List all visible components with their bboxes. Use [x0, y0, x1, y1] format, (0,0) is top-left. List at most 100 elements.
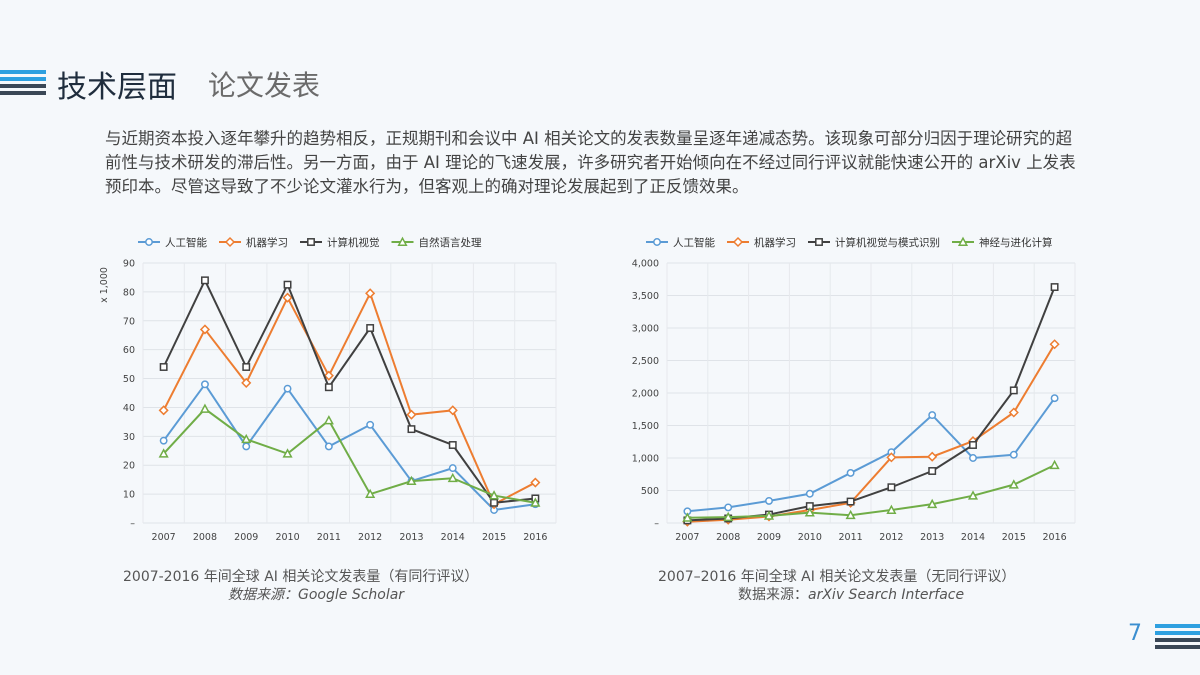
caption-left-title: 2007-2016 年间全球 AI 相关论文发表量（有同行评议）: [123, 569, 479, 585]
y-tick-label: 20: [123, 461, 135, 472]
data-point: [324, 442, 333, 451]
data-point: [969, 454, 977, 462]
legend-swatch-marker: [145, 238, 153, 246]
legend-label: 计算机视觉: [327, 236, 380, 249]
legend-swatch-marker: [732, 236, 744, 248]
legend-label: 人工智能: [673, 236, 715, 249]
x-tick-label: 2012: [879, 532, 903, 543]
y-tick-label: 3,000: [632, 324, 659, 335]
intro-paragraph: 与近期资本投入逐年攀升的趋势相反，正规期刊和会议中 AI 相关论文的发表数量呈逐…: [105, 129, 1076, 196]
legend-swatch-marker: [224, 236, 236, 248]
data-point: [282, 292, 293, 303]
x-tick-label: 2007: [152, 532, 176, 543]
data-point: [199, 324, 211, 335]
x-tick-label: 2009: [234, 532, 258, 543]
series-line: [687, 464, 1056, 519]
data-point: [159, 363, 168, 371]
legend-swatch-marker: [957, 236, 969, 246]
legend-swatch-marker: [653, 238, 661, 246]
data-point: [490, 498, 499, 507]
data-point: [488, 490, 500, 500]
data-point: [158, 448, 169, 458]
caption-right-source-prefix: 数据来源：: [738, 587, 808, 603]
data-point: [242, 442, 251, 451]
data-point: [366, 420, 375, 429]
data-point: [365, 488, 376, 499]
x-tick-label: 2012: [358, 532, 382, 543]
data-point: [724, 503, 733, 512]
data-point: [886, 504, 897, 514]
data-point: [846, 497, 855, 506]
data-point: [366, 324, 375, 332]
data-point: [283, 384, 292, 393]
data-point: [927, 498, 938, 509]
page-subtitle: 论文发表: [208, 69, 321, 102]
legend-label: 人工智能: [165, 236, 207, 249]
series-line: [162, 382, 536, 512]
x-tick-label: 2011: [839, 532, 863, 543]
data-point: [241, 433, 252, 444]
data-point: [805, 489, 814, 498]
data-point: [447, 472, 458, 483]
page-number: 7: [1128, 621, 1142, 646]
y-tick-label: 30: [123, 432, 135, 443]
legend: 人工智能 机器学习 计算机视觉 自然语言处理: [138, 236, 482, 249]
data-point: [1009, 450, 1018, 459]
legend-swatch-marker: [397, 236, 408, 246]
data-point: [1050, 283, 1059, 291]
data-point: [201, 276, 209, 285]
data-point: [1049, 339, 1060, 350]
x-tick-label: 2010: [275, 532, 299, 543]
legend-swatch-marker: [307, 238, 315, 246]
data-point: [242, 363, 251, 371]
data-point: [765, 496, 773, 505]
y-tick-label: 90: [123, 259, 135, 270]
chart-peer-reviewed: – 10 20 30 40 50 60 70 80 90 2007 2008 2009 2010 2011 2…: [100, 236, 557, 543]
data-point: [845, 509, 856, 520]
data-point: [969, 441, 977, 449]
y-tick-label: 3,500: [632, 291, 659, 302]
data-point: [1008, 479, 1019, 489]
data-point: [448, 441, 457, 449]
legend-label: 机器学习: [754, 236, 796, 249]
data-point: [1008, 407, 1019, 418]
x-tick-label: 2015: [482, 532, 506, 543]
x-tick-label: 2014: [961, 532, 985, 543]
y-tick-label: –: [654, 519, 659, 530]
data-point: [887, 483, 896, 492]
data-point: [199, 403, 211, 413]
data-point: [323, 370, 334, 381]
plot-area: – 10 20 30 40 50 60 70 80 90 2007 2008 2009 2010 2011 2…: [100, 259, 557, 543]
data-point: [158, 405, 169, 416]
x-tick-label: 2014: [441, 532, 465, 543]
x-tick-label: 2013: [920, 532, 944, 543]
data-point: [846, 469, 855, 477]
y-tick-label: 500: [641, 486, 659, 497]
y-tick-label: 2,000: [632, 389, 659, 400]
y-tick-label: 1,500: [632, 421, 659, 432]
data-point: [723, 511, 734, 522]
data-point: [365, 288, 376, 299]
data-point: [448, 464, 457, 473]
data-point: [407, 425, 416, 434]
y-tick-label: 50: [123, 374, 135, 385]
page-title: 技术层面: [57, 70, 177, 105]
legend-label: 机器学习: [246, 236, 288, 249]
data-point: [928, 467, 937, 475]
footer-decoration: [1155, 624, 1200, 652]
data-point: [682, 512, 693, 522]
data-point: [886, 452, 897, 463]
x-tick-label: 2009: [757, 532, 781, 543]
y-tick-label: 60: [123, 345, 135, 356]
legend-label: 计算机视觉与模式识别: [835, 236, 940, 249]
y-tick-label: 2,500: [632, 356, 659, 367]
x-tick-label: 2016: [1043, 532, 1067, 543]
caption-right-source: 数据来源：arXiv Search Interface: [738, 584, 964, 604]
data-point: [530, 497, 541, 507]
data-point: [406, 409, 417, 420]
caption-right-source-name: arXiv Search Interface: [808, 587, 965, 603]
data-point: [763, 510, 775, 520]
data-point: [928, 411, 937, 420]
data-point: [1049, 459, 1060, 470]
y-tick-label: –: [130, 519, 135, 530]
